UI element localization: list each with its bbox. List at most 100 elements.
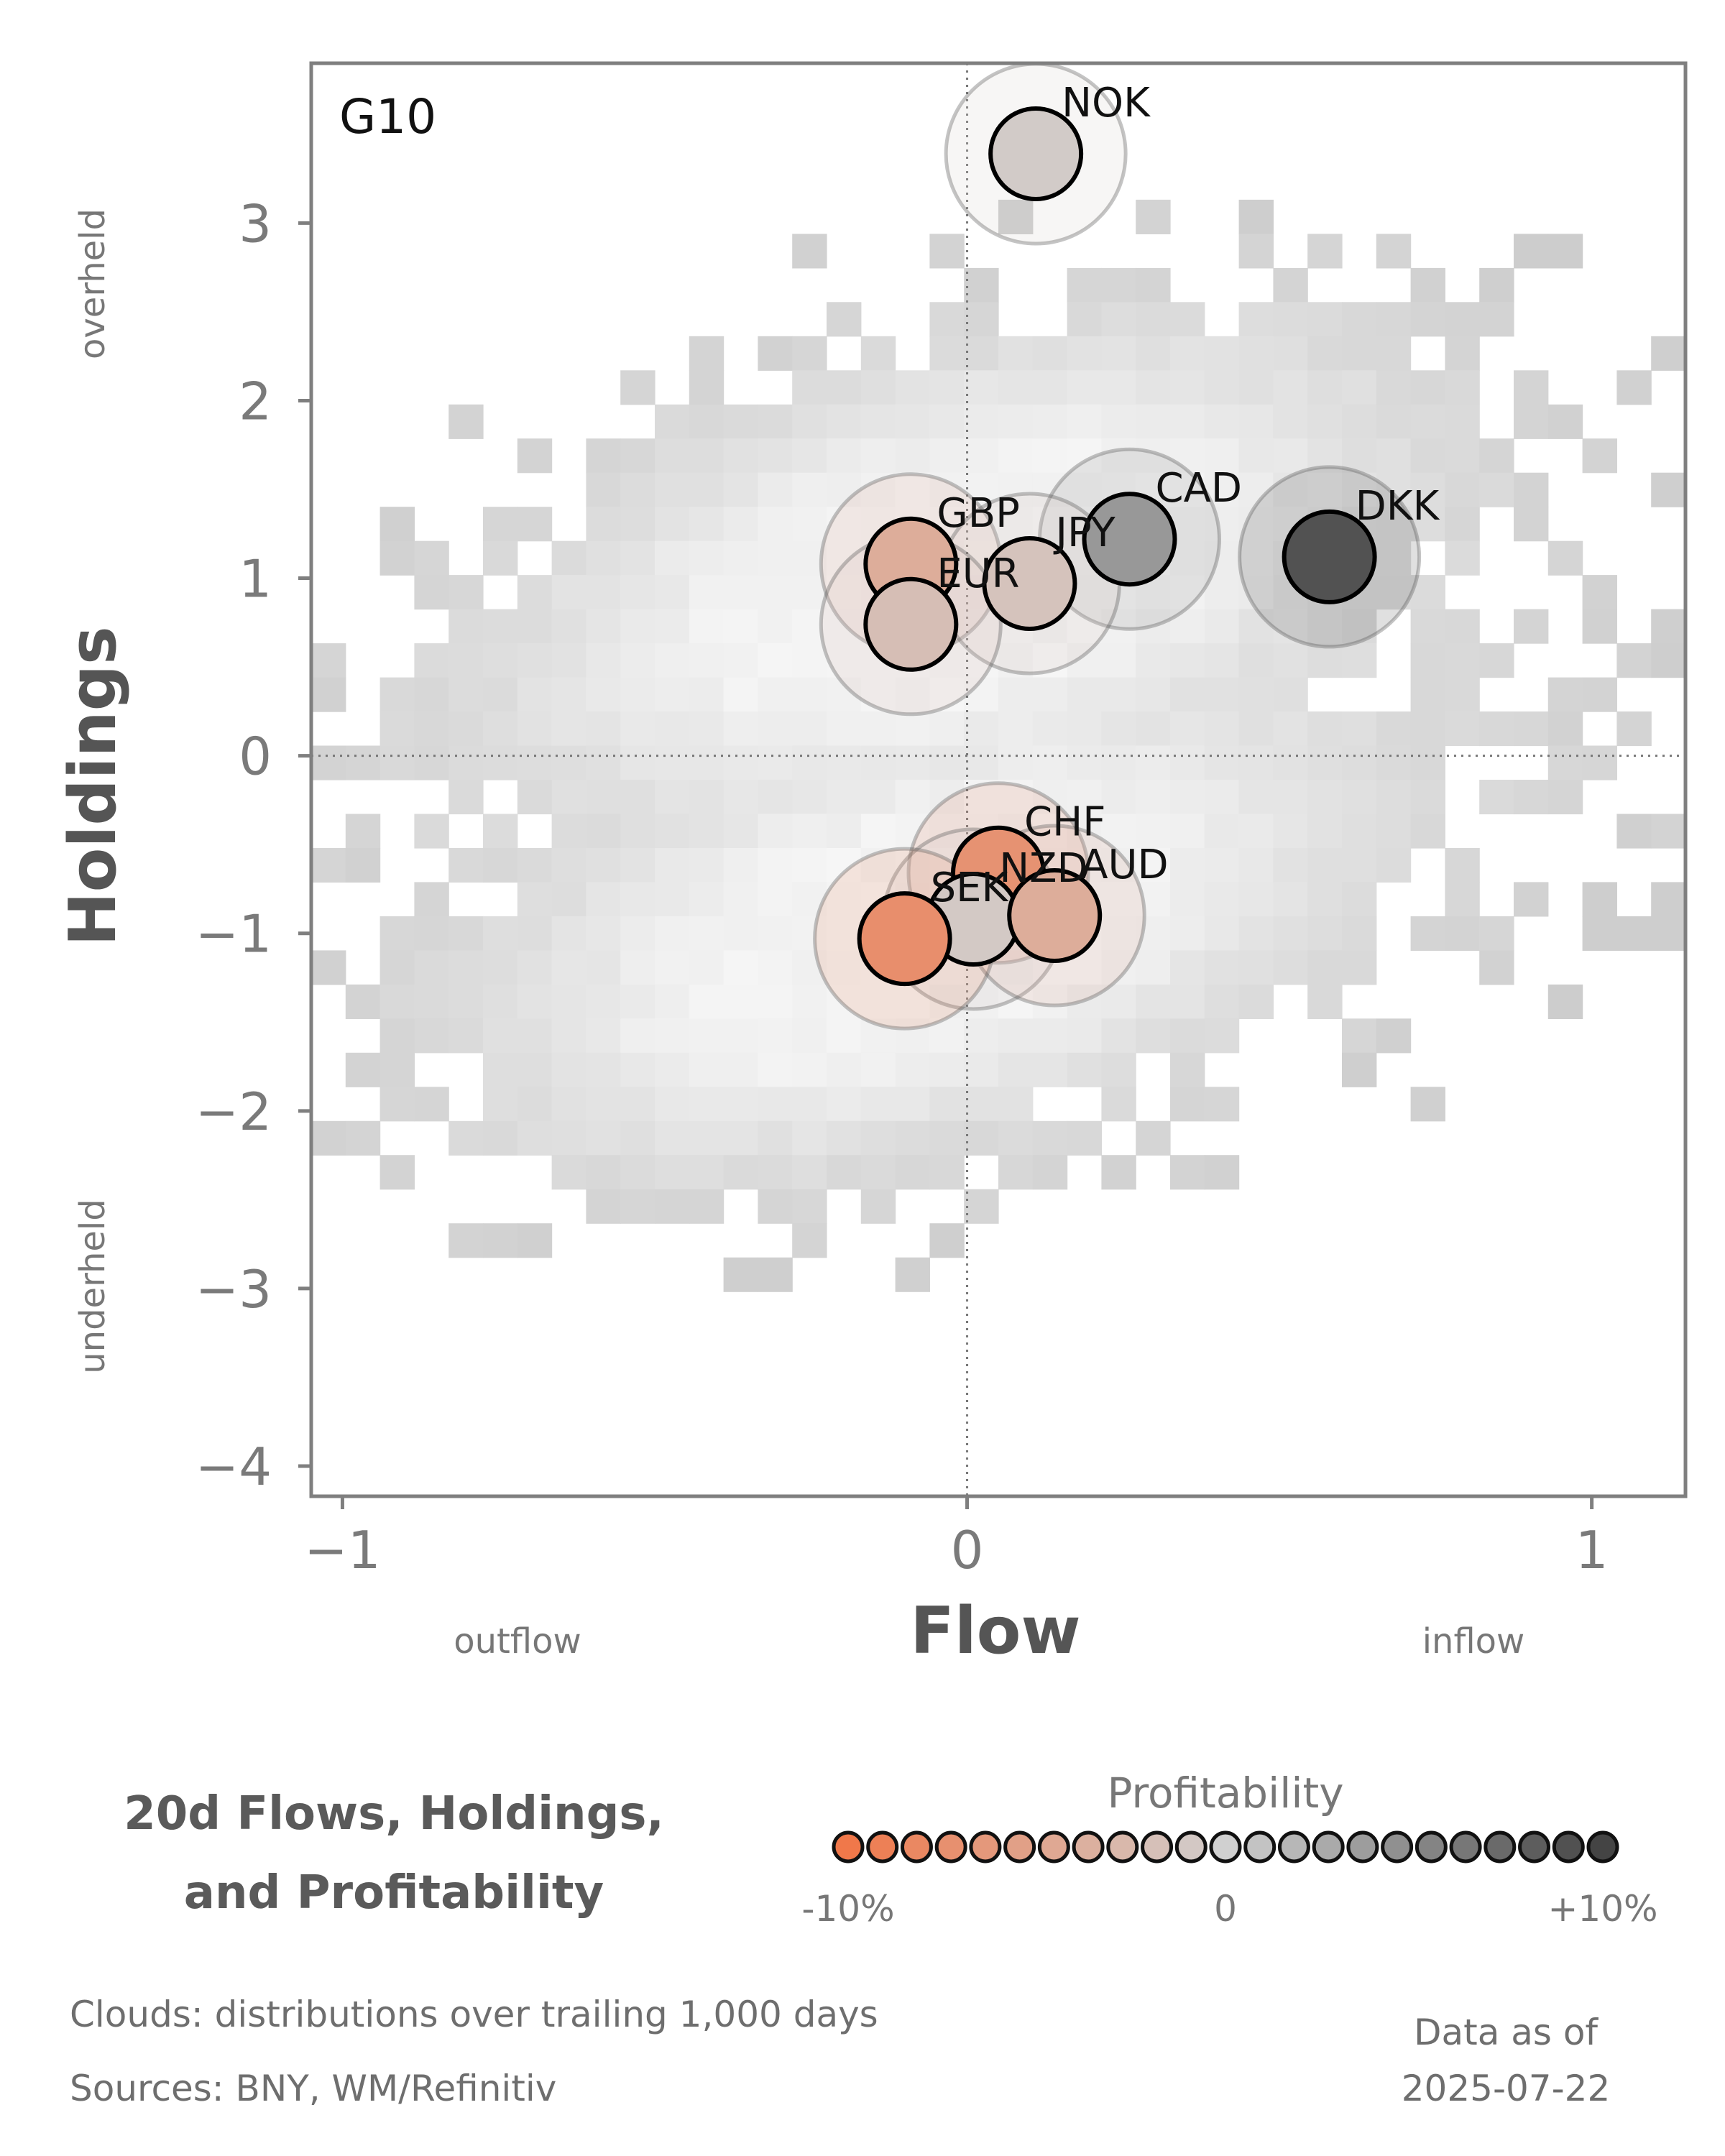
cloud-cell: [1101, 1018, 1136, 1054]
cloud-cell: [1307, 745, 1343, 780]
cloud-cell: [998, 507, 1034, 542]
cloud-cell: [1410, 575, 1445, 610]
cloud-cell: [620, 1018, 656, 1054]
cloud-cell: [1342, 848, 1377, 883]
cloud-cell: [895, 780, 930, 815]
cloud-cell: [1101, 882, 1136, 917]
cloud-cell: [1342, 609, 1377, 644]
cloud-cell: [827, 814, 862, 849]
cloud-cell: [895, 1257, 930, 1292]
cloud-cell: [929, 234, 965, 269]
point-label-chf: CHF: [1024, 799, 1105, 846]
cloud-cell: [1273, 916, 1308, 951]
cloud-cell: [1410, 677, 1445, 712]
cloud-cell: [1479, 438, 1514, 474]
cloud-cell: [1136, 609, 1171, 644]
cloud-cell: [1238, 745, 1274, 780]
cloud-cell: [1170, 677, 1205, 712]
cloud-cell: [517, 950, 553, 985]
cloud-cell: [1410, 302, 1445, 337]
cloud-cell: [792, 745, 827, 780]
point-label-nzd: NZD: [999, 845, 1087, 892]
cloud-cell: [655, 609, 690, 644]
cloud-cell: [311, 745, 346, 780]
cloud-cell: [1067, 336, 1102, 371]
cloud-cell: [1170, 575, 1205, 610]
cloud-cell: [895, 1087, 930, 1122]
cloud-cell: [483, 1018, 518, 1054]
cloud-cell: [1204, 984, 1240, 1019]
cloud-cell: [1170, 336, 1205, 371]
cloud-cell: [998, 984, 1034, 1019]
cloud-cell: [860, 814, 896, 849]
legend-swatch: [1586, 1830, 1619, 1864]
cloud-cell: [792, 950, 827, 985]
cloud-cell: [1238, 370, 1274, 405]
cloud-cell: [1651, 472, 1686, 507]
cloud-cell: [1204, 1087, 1240, 1122]
cloud-cell: [792, 711, 827, 747]
cloud-cell: [689, 1189, 724, 1224]
cloud-cell: [586, 472, 621, 507]
cloud-cell: [1376, 336, 1412, 371]
cloud-cell: [1170, 302, 1205, 337]
cloud-cell: [551, 1120, 586, 1156]
cloud-cell: [758, 1155, 793, 1190]
cloud-cell: [1307, 814, 1343, 849]
cloud-cell: [1547, 984, 1583, 1019]
cloud-cell: [483, 814, 518, 849]
legend-swatch: [1243, 1830, 1276, 1864]
cloud-cell: [1342, 950, 1377, 985]
cloud-cell: [929, 1087, 965, 1122]
cloud-cell: [1238, 643, 1274, 678]
cloud-cell: [723, 438, 758, 474]
cloud-cell: [655, 711, 690, 747]
cloud-cell: [586, 438, 621, 474]
cloud-cell: [1101, 711, 1136, 747]
y-tick-label: −2: [196, 1082, 272, 1142]
cloud-cell: [758, 780, 793, 815]
cloud-cell: [964, 267, 999, 303]
cloud-cell: [689, 1155, 724, 1190]
cloud-cell: [1101, 643, 1136, 678]
cloud-cell: [655, 780, 690, 815]
cloud-cell: [1410, 438, 1445, 474]
cloud-cell: [827, 1120, 862, 1156]
cloud-cell: [414, 643, 449, 678]
cloud-cell: [1376, 302, 1412, 337]
cloud-cell: [517, 643, 553, 678]
cloud-cell: [1032, 370, 1068, 405]
cloud-cell: [827, 984, 862, 1019]
cloud-cell: [1238, 609, 1274, 644]
cloud-cell: [1204, 540, 1240, 576]
cloud-cell: [1204, 950, 1240, 985]
cloud-cell: [448, 1018, 484, 1054]
cloud-cell: [1273, 302, 1308, 337]
cloud-cell: [1204, 848, 1240, 883]
cloud-cell: [586, 540, 621, 576]
cloud-cell: [1273, 404, 1308, 439]
cloud-cell: [689, 882, 724, 917]
cloud-cell: [1273, 814, 1308, 849]
cloud-cell: [964, 643, 999, 678]
cloud-cell: [1170, 1052, 1205, 1087]
cloud-cell: [1376, 814, 1412, 849]
cloud-cell: [758, 677, 793, 712]
legend-swatch: [900, 1830, 933, 1864]
cloud-cell: [1067, 780, 1102, 815]
cloud-cell: [998, 1120, 1034, 1156]
cloud-cell: [689, 609, 724, 644]
cloud-cell: [1067, 438, 1102, 474]
y-tick-label: −1: [196, 904, 272, 964]
cloud-cell: [655, 1052, 690, 1087]
cloud-cell: [448, 1223, 484, 1258]
cloud-cell: [1514, 507, 1549, 542]
cloud-cell: [1067, 1052, 1102, 1087]
cloud-cell: [414, 575, 449, 610]
cloud-cell: [1273, 370, 1308, 405]
cloud-cell: [929, 438, 965, 474]
legend-swatch: [1414, 1830, 1448, 1864]
cloud-cell: [517, 1052, 553, 1087]
cloud-cell: [414, 1087, 449, 1122]
